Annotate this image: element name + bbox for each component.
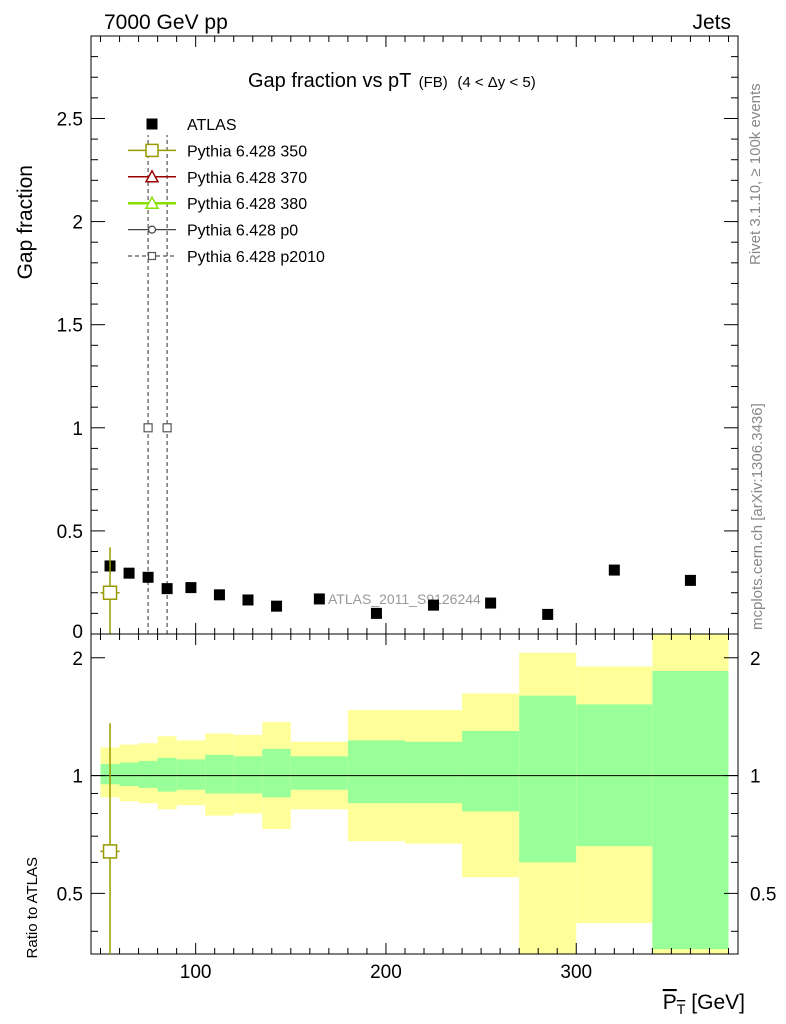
ratio-band-inner-6 [233,756,263,794]
legend-entry-3: Pythia 6.428 380 [128,195,307,213]
legend-p0-marker [147,225,157,234]
rivet-version-label: Rivet 3.1.10, ≥ 100k events [747,83,764,265]
p2010-marker [162,423,172,433]
legend-label-3: Pythia 6.428 380 [187,196,307,213]
legend-label-2: Pythia 6.428 370 [187,170,307,187]
legend-p2010-marker [147,251,157,261]
y-tick-label: 0.5 [57,522,83,543]
p2010-marker [143,423,153,433]
x-axis-title-sub: T [677,1001,686,1017]
legend-entry-5: Pythia 6.428 p2010 [128,249,325,266]
atlas-data-point [684,574,696,586]
atlas-data-point [608,564,620,576]
legend-p380-marker [144,195,160,209]
atlas-data-point [213,589,225,601]
atlas-data-point [142,571,154,583]
legend-p370-marker [144,169,160,183]
atlas-data-point [313,593,325,605]
ratio-band-inner-3 [157,757,177,792]
legend-entry-4: Pythia 6.428 p0 [128,223,298,240]
p350-marker [102,585,118,601]
title-sub1: (FB) [419,74,448,91]
legend: ATLAS Pythia 6.428 350 Pythia 6.428 370 Pyt… [128,117,325,266]
atlas-data-point [242,594,254,606]
x-tick-label: 200 [370,962,402,983]
main-plot-title: Gap fraction vs pT (FB) (4 < Δy < 5) [248,70,536,92]
legend-label-0: ATLAS [187,117,237,134]
upper-plot-layer: 0.5 1 1.5 2 2.5 0 [57,35,739,643]
ratio-y-tick-label-right: 2 [750,649,761,670]
legend-atlas-marker [146,118,158,130]
legend-label-4: Pythia 6.428 p0 [187,223,298,240]
atlas-data-point [185,582,197,594]
legend-entry-2: Pythia 6.428 370 [128,169,307,187]
atlas-data-point [428,599,440,611]
atlas-data-point [370,607,382,619]
title-sub2: (4 < Δy < 5) [457,74,535,91]
ratio-band-inner-5 [205,754,234,794]
atlas-data-point [485,597,497,609]
ratio-band-inner-9 [347,740,405,804]
ratio-p350-marker [102,844,118,859]
x-axis-title-unit: [GeV] [691,991,745,1014]
upper-y-axis-title: Gap fraction [14,165,37,279]
analysis-watermark: ATLAS_2011_S9126244 [328,591,481,607]
mcplots-reference-label: mcplots.cern.ch [arXiv:1306.3436] [749,403,766,630]
legend-entry-1: Pythia 6.428 350 [128,143,307,160]
atlas-data-point [271,600,283,612]
ratio-y-tick-label-right: 0.5 [750,884,776,905]
ratio-y-tick-label: 1 [72,767,83,788]
ratio-band-inner-11 [462,730,520,812]
ratio-y-tick-label: 2 [72,649,83,670]
header-process-label: Jets [692,11,731,34]
lower-y-axis-title: Ratio to ATLAS [24,857,41,958]
legend-entry-0: ATLAS [146,117,237,134]
ratio-plot-frame [90,633,739,955]
ratio-band-inner-2 [138,760,158,788]
x-axis-title-main: P [663,991,677,1014]
y-tick-label: 1.5 [57,316,83,337]
title-main: Gap fraction vs pT [248,70,411,92]
x-tick-label: 100 [180,962,212,983]
y-tick-label: 2.5 [57,109,83,130]
x-axis-title: PT [GeV] [663,991,745,1017]
ratio-band-inner-10 [404,741,463,804]
legend-label-1: Pythia 6.428 350 [187,143,307,160]
atlas-data-point [123,567,135,579]
ratio-y-tick-label: 0.5 [57,884,83,905]
ratio-band-inner-7 [262,748,291,798]
ratio-band-inner-14 [652,671,729,950]
legend-p350-marker [145,143,159,158]
x-tick-label: 300 [560,962,592,983]
ratio-band-inner-8 [290,756,348,790]
ratio-band-inner-12 [519,695,577,863]
header-energy-label: 7000 GeV pp [104,11,228,34]
y-tick-label: 1 [72,419,83,440]
ratio-band-inner-1 [119,762,139,787]
legend-label-5: Pythia 6.428 p2010 [187,249,325,266]
atlas-data-point [161,583,173,595]
ratio-plot-layer: 100 200 300 0.5 0.5 1 1 2 2 [57,633,776,983]
y-tick-label: 2 [72,213,83,234]
atlas-data-point [542,608,554,620]
y-tick-label-zero: 0 [72,622,83,643]
ratio-y-tick-label-right: 1 [750,767,761,788]
ratio-band-inner-4 [176,759,206,790]
